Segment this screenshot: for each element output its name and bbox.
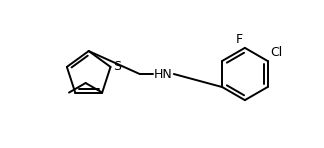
Text: F: F xyxy=(236,33,243,46)
Text: S: S xyxy=(113,60,121,73)
Text: Cl: Cl xyxy=(270,46,282,59)
Text: HN: HN xyxy=(154,67,173,81)
